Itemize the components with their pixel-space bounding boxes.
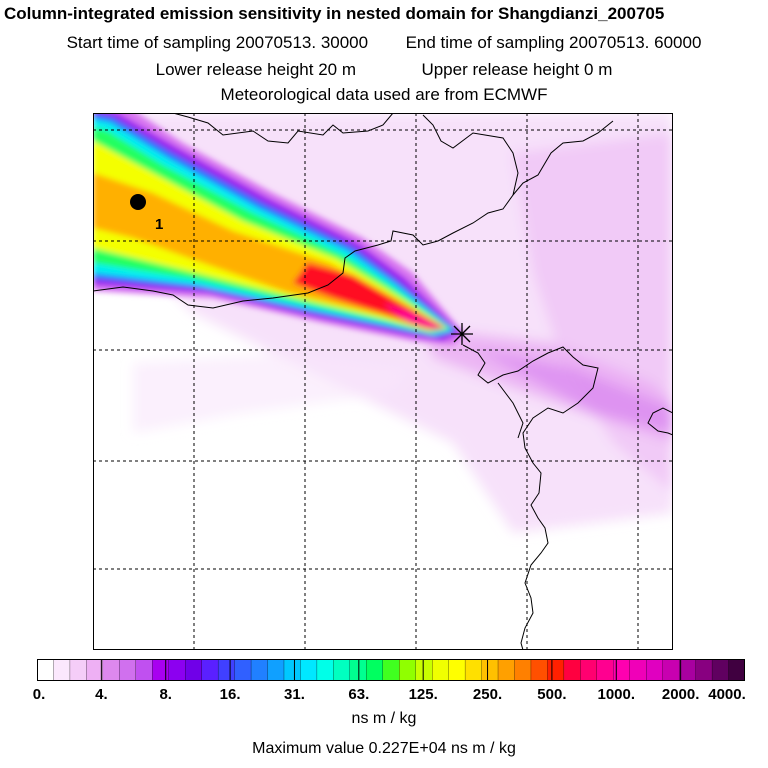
max-value: 0.227E+04 ns m / kg bbox=[368, 740, 516, 757]
receptor-site-icon bbox=[451, 323, 473, 345]
plume-pink bbox=[383, 303, 445, 330]
emission-plume bbox=[93, 113, 465, 345]
colorbar-cell bbox=[563, 659, 582, 681]
colorbar-tick-label: 4. bbox=[95, 686, 108, 703]
upper-height-value: 0 m bbox=[584, 60, 613, 79]
figure-title: Column-integrated emission sensitivity i… bbox=[4, 4, 665, 23]
colorbar-cell bbox=[250, 659, 269, 681]
colorbar-cell bbox=[629, 659, 647, 681]
start-time-label: Start time of sampling bbox=[66, 33, 231, 52]
colorbar-cell bbox=[152, 659, 170, 681]
end-time-label: End time of sampling bbox=[405, 33, 565, 52]
colorbar-tick-label: 500. bbox=[537, 686, 567, 703]
release-heights-line: Lower release height 20 m Upper release … bbox=[0, 60, 768, 80]
colorbar-cell bbox=[678, 659, 697, 681]
colorbar-cell bbox=[415, 659, 433, 681]
met-data-line: Meteorological data used are from ECMWF bbox=[220, 85, 548, 104]
colorbar-cell bbox=[283, 659, 302, 681]
colorbar-cell bbox=[37, 659, 55, 681]
colorbar-tick-label: 125. bbox=[408, 686, 438, 703]
colorbar-cell bbox=[399, 659, 417, 681]
colorbar-cell bbox=[300, 659, 318, 681]
colorbar-cell bbox=[53, 659, 71, 681]
colorbar-cell bbox=[135, 659, 154, 681]
upper-height-label: Upper release height bbox=[421, 60, 580, 79]
graticule bbox=[93, 113, 673, 650]
colorbar bbox=[37, 659, 745, 681]
colorbar-tick-label: 250. bbox=[472, 686, 503, 703]
colorbar-cell bbox=[514, 659, 532, 681]
colorbar-cell bbox=[580, 659, 598, 681]
lower-height-value: 20 m bbox=[318, 60, 356, 79]
colorbar-cell bbox=[728, 659, 745, 681]
maximum-value-line: Maximum value 0.227E+04 ns m / kg bbox=[0, 740, 768, 758]
colorbar-cell bbox=[333, 659, 351, 681]
end-time-value: 20070513. 60000 bbox=[569, 33, 702, 52]
colorbar-cell bbox=[119, 659, 137, 681]
colorbar-cell bbox=[695, 659, 713, 681]
colorbar-cell bbox=[217, 659, 236, 681]
cluster-label: 1 bbox=[155, 216, 163, 233]
colorbar-tick-label: 0. bbox=[32, 686, 46, 703]
colorbar-cell bbox=[646, 659, 664, 681]
coastlines bbox=[93, 113, 673, 650]
colorbar-cell bbox=[596, 659, 615, 681]
colorbar-cell bbox=[481, 659, 499, 681]
sensitivity-map: 1 bbox=[93, 113, 673, 650]
colorbar-cell bbox=[448, 659, 466, 681]
colorbar-cell bbox=[497, 659, 516, 681]
colorbar-cell bbox=[662, 659, 680, 681]
colorbar-cell bbox=[102, 659, 121, 681]
colorbar-tick-label: 4000. bbox=[708, 686, 746, 703]
colorbar-cell bbox=[464, 659, 483, 681]
cluster-centroid-marker bbox=[130, 194, 146, 210]
lower-height-label: Lower release height bbox=[155, 60, 314, 79]
colorbar-cell bbox=[267, 659, 285, 681]
colorbar-tick-label: 8. bbox=[159, 686, 172, 703]
colorbar-cell bbox=[530, 659, 549, 681]
colorbar-tick-label: 31. bbox=[284, 686, 305, 703]
colorbar-tick-label: 1000. bbox=[597, 686, 636, 703]
max-label: Maximum value bbox=[252, 740, 365, 757]
colorbar-cell bbox=[201, 659, 219, 681]
colorbar-units: ns m / kg bbox=[351, 710, 417, 727]
colorbar-cell bbox=[366, 659, 384, 681]
colorbar-cell bbox=[234, 659, 252, 681]
colorbar-cell bbox=[711, 659, 730, 681]
colorbar-tick-label: 16. bbox=[219, 686, 241, 703]
colorbar-cell bbox=[185, 659, 203, 681]
colorbar-tick-label: 2000. bbox=[661, 686, 700, 703]
colorbar-cell bbox=[69, 659, 88, 681]
colorbar-cell bbox=[382, 659, 400, 681]
sampling-times-line: Start time of sampling 20070513. 30000 E… bbox=[0, 33, 768, 53]
start-time-value: 20070513. 30000 bbox=[235, 33, 369, 52]
colorbar-cell bbox=[432, 659, 450, 681]
colorbar-cell bbox=[316, 659, 335, 681]
colorbar-cell bbox=[168, 659, 186, 681]
colorbar-tick-label: 63. bbox=[348, 686, 370, 703]
colorbar-cell bbox=[547, 659, 565, 681]
